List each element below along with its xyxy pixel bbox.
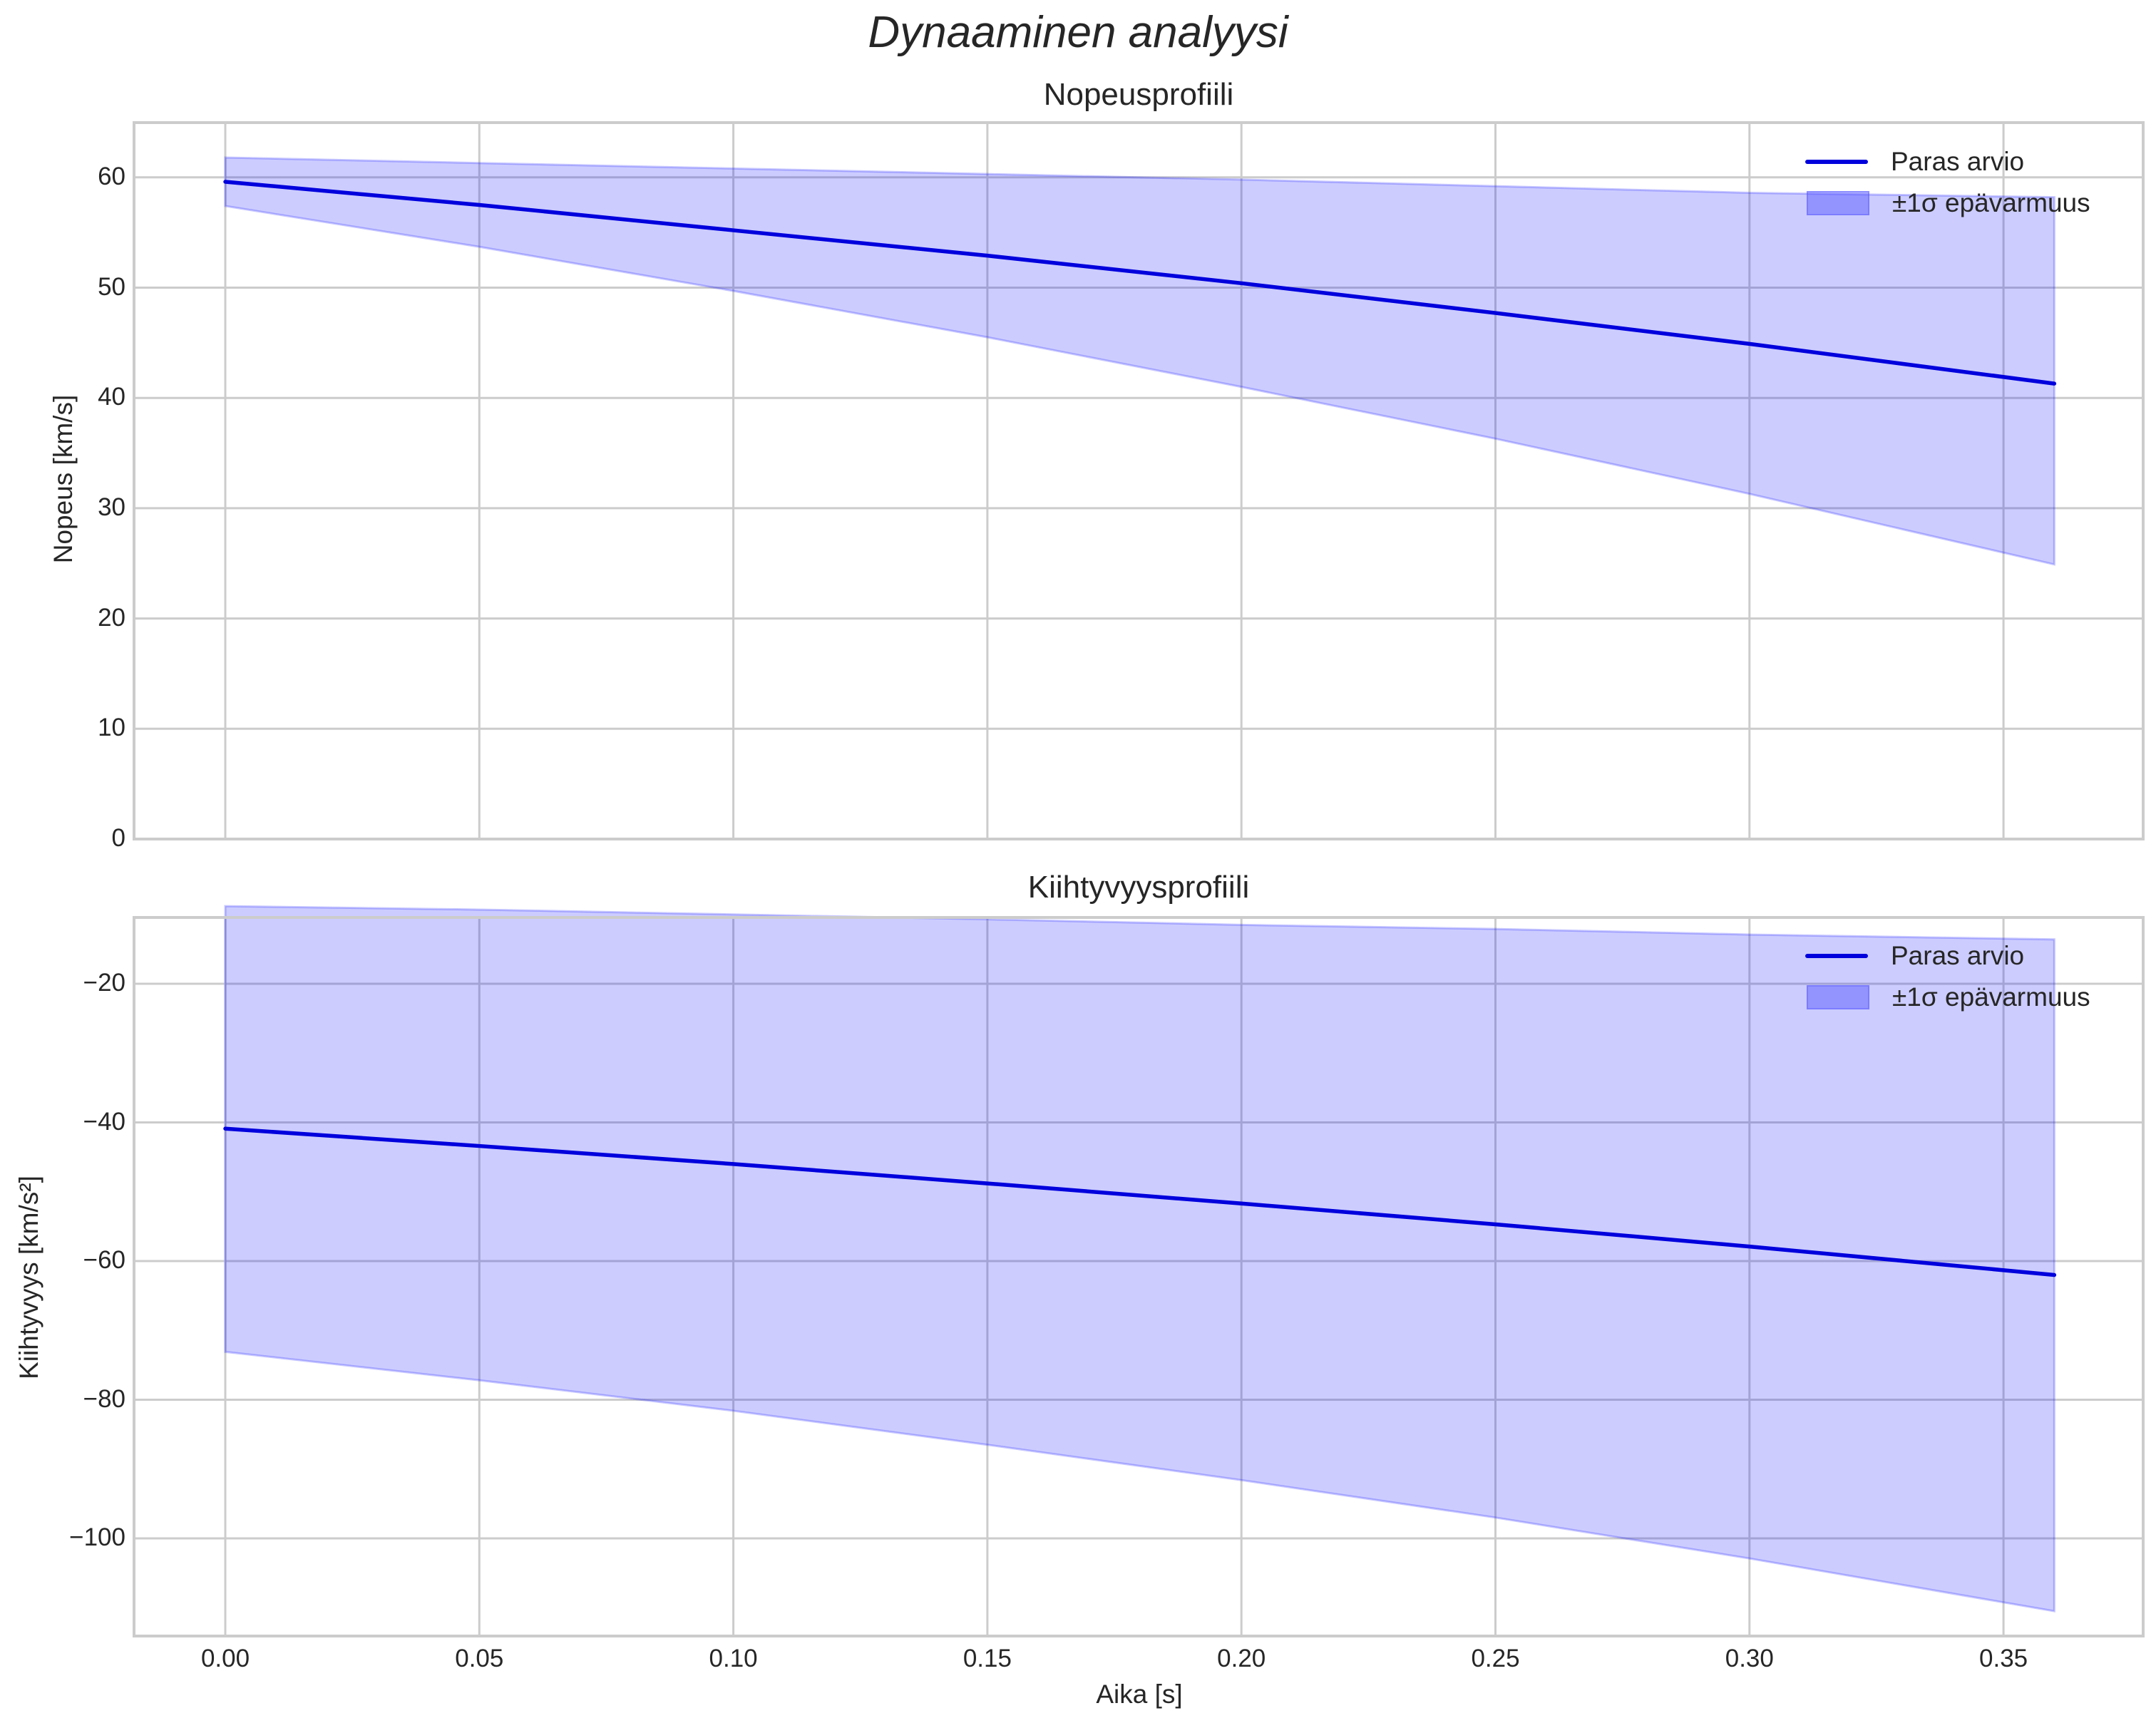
line-swatch-icon <box>1805 954 1868 958</box>
x-tick-label: 0.30 <box>1725 1645 1774 1672</box>
uncertainty-band <box>224 905 2055 1613</box>
x-tick-label: 0.05 <box>455 1645 504 1672</box>
y-tick-label: −80 <box>83 1384 125 1413</box>
axes-frame <box>133 121 2145 840</box>
legend-label: ±1σ epävarmuus <box>1892 188 2090 217</box>
x-tick-label: 0.10 <box>709 1645 758 1672</box>
y-tick-label: −60 <box>83 1246 125 1274</box>
y-tick-label: 50 <box>98 272 125 301</box>
legend-label: Paras arvio <box>1891 941 2025 970</box>
velocity-legend: Paras arvio ±1σ epävarmuus <box>1805 141 2090 224</box>
x-tick-label: 0.20 <box>1217 1645 1266 1672</box>
y-tick-label: 0 <box>111 824 125 852</box>
best-estimate-line <box>223 1126 2057 1277</box>
legend-item-best-estimate: Paras arvio <box>1805 935 2090 977</box>
x-tick-label: 0.15 <box>962 1645 1012 1672</box>
y-tick-label: −100 <box>69 1523 125 1551</box>
y-tick-label: −20 <box>83 969 125 997</box>
axes-frame <box>133 916 2145 1637</box>
legend-label: Paras arvio <box>1891 147 2025 176</box>
y-tick-label: 20 <box>98 603 125 632</box>
y-tick-label: 30 <box>98 493 125 521</box>
acceleration-y-axis-label: Kiihtyvyys [km/s²] <box>14 1176 43 1379</box>
band-swatch-icon <box>1807 191 1869 215</box>
acceleration-panel-title: Kiihtyvyysprofiili <box>1027 870 1250 905</box>
y-tick-label: 40 <box>98 383 125 411</box>
uncertainty-band <box>224 156 2055 566</box>
legend-item-uncertainty: ±1σ epävarmuus <box>1805 182 2090 224</box>
time-x-axis-label: Aika [s] <box>1096 1680 1183 1709</box>
best-estimate-line <box>223 180 2057 386</box>
legend-item-best-estimate: Paras arvio <box>1805 141 2090 182</box>
line-swatch-icon <box>1805 160 1868 164</box>
velocity-panel-title: Nopeusprofiili <box>1043 77 1234 112</box>
velocity-y-axis-label: Nopeus [km/s] <box>48 394 78 564</box>
y-tick-label: 60 <box>98 162 125 190</box>
x-tick-label: 0.35 <box>1979 1645 2028 1672</box>
band-swatch-icon <box>1807 985 1869 1009</box>
acceleration-legend: Paras arvio ±1σ epävarmuus <box>1805 935 2090 1018</box>
legend-item-uncertainty: ±1σ epävarmuus <box>1805 977 2090 1018</box>
legend-label: ±1σ epävarmuus <box>1892 982 2090 1012</box>
x-tick-label: 0.25 <box>1471 1645 1520 1672</box>
figure-title: Dynaaminen analyysi <box>868 8 1288 57</box>
y-tick-label: −40 <box>83 1107 125 1136</box>
x-tick-label: 0.00 <box>200 1645 250 1672</box>
y-tick-label: 10 <box>98 714 125 742</box>
